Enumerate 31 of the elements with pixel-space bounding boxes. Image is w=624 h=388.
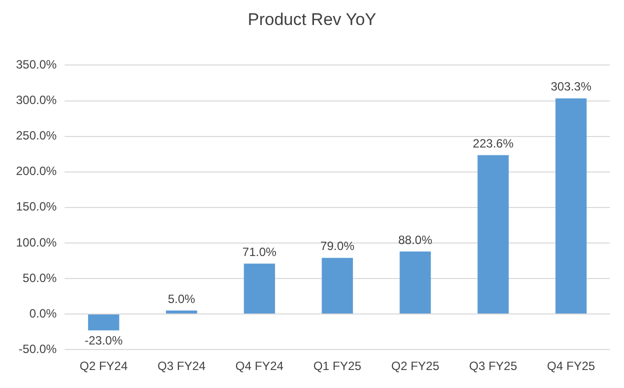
y-tick-label: 350.0% xyxy=(16,58,58,72)
data-label: 88.0% xyxy=(398,232,433,247)
y-tick-label: 250.0% xyxy=(16,128,58,143)
bar xyxy=(322,258,353,314)
x-tick-label: Q4 FY25 xyxy=(547,359,596,374)
data-label: 79.0% xyxy=(320,239,355,254)
bar xyxy=(400,251,431,314)
bar xyxy=(244,264,276,314)
chart-title: Product Rev YoY xyxy=(246,10,378,30)
x-tick-label: Q2 FY24 xyxy=(80,359,128,374)
y-tick-label: 300.0% xyxy=(16,93,58,108)
data-label: -23.0% xyxy=(84,334,123,348)
data-label: 5.0% xyxy=(168,292,196,306)
bar xyxy=(88,314,120,330)
x-tick-label: Q1 FY25 xyxy=(313,359,362,374)
x-tick-label: Q4 FY24 xyxy=(235,359,284,374)
y-tick-label: 50.0% xyxy=(22,270,58,285)
y-tick-label: 150.0% xyxy=(16,200,58,214)
data-label: 303.3% xyxy=(550,80,592,94)
y-tick-label: 0.0% xyxy=(29,306,58,320)
data-label: 223.6% xyxy=(472,136,514,150)
x-tick-label: Q2 FY25 xyxy=(391,359,440,374)
y-tick-label: 200.0% xyxy=(16,164,58,178)
y-tick-label: 100.0% xyxy=(16,235,58,250)
y-tick-label: -50.0% xyxy=(18,342,58,356)
x-tick-label: Q3 FY24 xyxy=(158,359,206,374)
data-label: 71.0% xyxy=(242,244,277,259)
x-tick-label: Q3 FY25 xyxy=(469,359,518,374)
bar xyxy=(478,155,509,314)
bar xyxy=(166,310,198,314)
bar xyxy=(555,98,587,314)
